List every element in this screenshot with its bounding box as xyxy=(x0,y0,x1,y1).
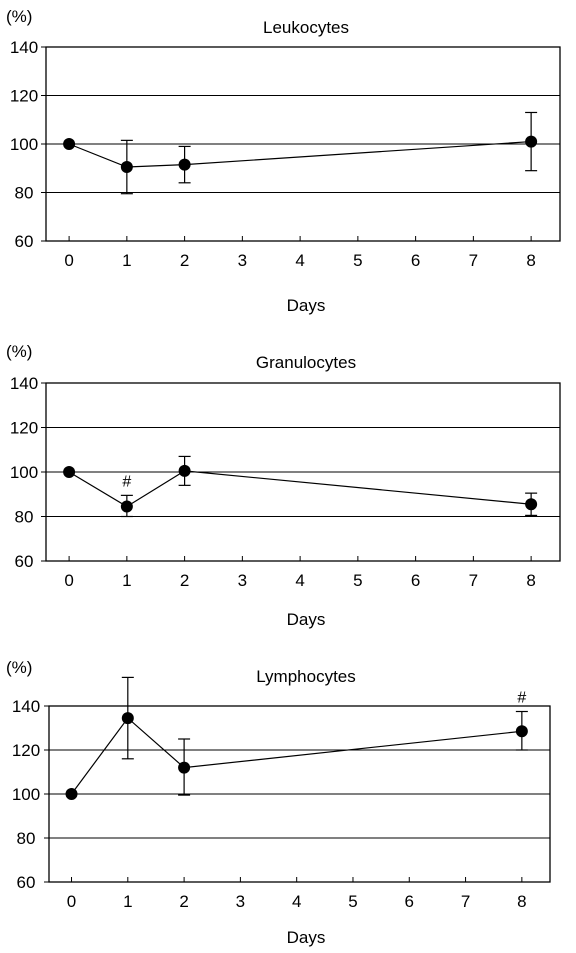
x-tick-label: 4 xyxy=(295,571,304,590)
y-tick-label: 80 xyxy=(15,508,34,527)
y-tick-label: 100 xyxy=(10,135,38,154)
x-tick-label: 7 xyxy=(461,892,470,911)
y-axis-label: (%) xyxy=(6,342,32,361)
x-tick-label: 8 xyxy=(526,251,535,270)
series-line xyxy=(71,717,522,795)
y-tick-label: 60 xyxy=(17,873,36,892)
y-axis-label: (%) xyxy=(6,658,32,677)
chart-title: Lymphocytes xyxy=(256,667,356,686)
data-point xyxy=(178,761,191,774)
chart-panel-lymphocytes: Lymphocytes (%) Days 60 80 100 120 140 0 1 2 3 4 5… xyxy=(6,658,551,947)
data-point xyxy=(63,466,76,478)
series-line xyxy=(68,470,532,508)
x-tick-label: 0 xyxy=(64,251,73,270)
x-tick-label: 6 xyxy=(411,571,420,590)
y-tick-label: 80 xyxy=(17,829,36,848)
x-axis-label: Days xyxy=(287,296,326,315)
plot-area: 60 80 100 120 140 0 1 2 3 4 5 6 7 8 xyxy=(10,38,561,270)
y-tick-label: 140 xyxy=(10,374,38,393)
x-axis-label: Days xyxy=(287,610,326,629)
y-tick-label: 60 xyxy=(15,232,34,251)
data-point xyxy=(525,135,538,148)
x-tick-label: 8 xyxy=(526,571,535,590)
x-axis-label: Days xyxy=(287,928,326,947)
x-tick-label: 0 xyxy=(67,892,76,911)
chart-title: Leukocytes xyxy=(263,18,349,37)
series-line xyxy=(68,140,532,168)
data-point xyxy=(65,788,78,800)
x-tick-label: 0 xyxy=(64,571,73,590)
data-point xyxy=(120,161,133,174)
x-tick-label: 2 xyxy=(180,251,189,270)
x-tick-label: 5 xyxy=(348,892,357,911)
y-tick-label: 120 xyxy=(12,741,40,760)
x-tick-label: 4 xyxy=(295,251,304,270)
y-tick-label: 140 xyxy=(10,38,38,57)
x-tick-label: 5 xyxy=(353,251,362,270)
x-tick-label: 7 xyxy=(469,571,478,590)
x-tick-label: 2 xyxy=(180,571,189,590)
x-tick-label: 1 xyxy=(122,571,131,590)
x-tick-label: 8 xyxy=(517,892,526,911)
data-point xyxy=(63,138,76,150)
data-point xyxy=(178,158,191,171)
plot-area: 60 80 100 120 140 0 1 2 3 4 5 6 7 8 # xyxy=(10,374,561,590)
x-tick-label: 5 xyxy=(353,571,362,590)
y-tick-label: 80 xyxy=(15,184,34,203)
x-tick-label: 1 xyxy=(123,892,132,911)
x-tick-label: 2 xyxy=(179,892,188,911)
data-point xyxy=(515,725,528,738)
x-tick-label: 4 xyxy=(292,892,301,911)
x-tick-label: 3 xyxy=(238,571,247,590)
y-axis-label: (%) xyxy=(6,7,32,26)
data-point xyxy=(121,712,134,725)
x-tick-label: 7 xyxy=(469,251,478,270)
data-point xyxy=(178,464,191,477)
y-tick-label: 140 xyxy=(12,697,40,716)
y-tick-label: 60 xyxy=(15,552,34,571)
x-tick-label: 3 xyxy=(236,892,245,911)
y-tick-label: 100 xyxy=(10,463,38,482)
chart-title: Granulocytes xyxy=(256,353,356,372)
y-tick-label: 120 xyxy=(10,419,38,438)
chart-panel-granulocytes: Granulocytes (%) Days 60 80 100 120 140 0 1 2 3 4… xyxy=(6,342,561,629)
x-tick-label: 6 xyxy=(405,892,414,911)
y-tick-label: 100 xyxy=(12,785,40,804)
x-tick-label: 3 xyxy=(238,251,247,270)
plot-area: 60 80 100 120 140 0 1 2 3 4 5 6 7 8 # xyxy=(12,676,551,911)
data-point xyxy=(120,500,133,513)
x-tick-label: 6 xyxy=(411,251,420,270)
significance-mark: # xyxy=(122,473,131,490)
significance-mark: # xyxy=(517,690,526,707)
data-point xyxy=(525,498,538,511)
y-tick-label: 120 xyxy=(10,87,38,106)
x-tick-label: 1 xyxy=(122,251,131,270)
